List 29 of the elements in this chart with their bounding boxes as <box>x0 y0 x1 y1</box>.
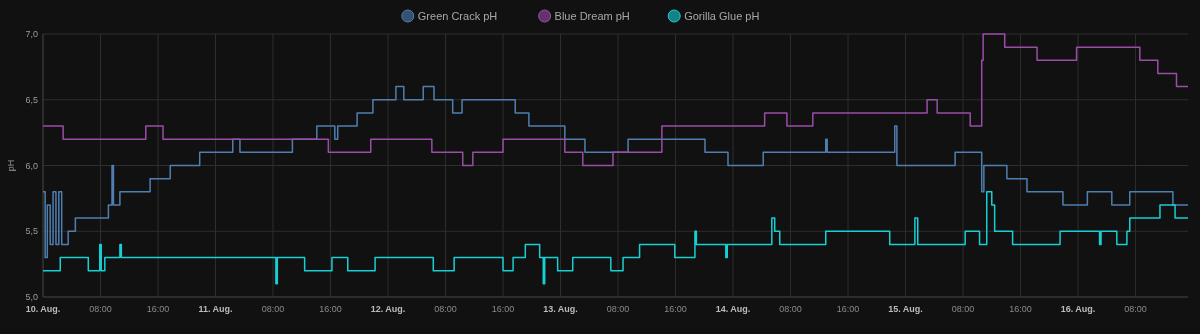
x-tick-label: 14. Aug. <box>715 304 751 314</box>
x-tick-label: 16:00 <box>664 304 687 314</box>
x-tick-label: 12. Aug. <box>370 304 406 314</box>
legend-label: Gorilla Glue pH <box>684 9 760 22</box>
x-tick-label: 10. Aug. <box>25 304 61 314</box>
x-tick-label: 16:00 <box>491 304 515 314</box>
x-tick-label: 11. Aug. <box>198 304 233 314</box>
x-tick-label: 15. Aug. <box>888 304 923 314</box>
x-tick-label: 08:00 <box>1124 304 1147 314</box>
legend-label: Green Crack pH <box>417 9 498 22</box>
y-tick-label: 5,5 <box>25 226 38 237</box>
x-tick-label: 08:00 <box>779 304 802 314</box>
x-tick-label: 08:00 <box>261 304 285 314</box>
x-tick-label: 08:00 <box>434 304 457 314</box>
y-tick-label: 6,0 <box>25 160 38 171</box>
y-axis-title: pH <box>6 159 16 172</box>
x-tick-label: 16. Aug. <box>1060 304 1096 314</box>
x-tick-label: 16:00 <box>1009 304 1032 314</box>
x-tick-label: 13. Aug. <box>543 304 578 314</box>
x-tick-label: 16:00 <box>836 304 860 314</box>
y-tick-label: 6,5 <box>25 94 38 105</box>
x-tick-label: 08:00 <box>951 304 975 314</box>
x-tick-label: 08:00 <box>606 304 630 314</box>
y-tick-label: 5,0 <box>25 292 38 303</box>
y-tick-label: 7,0 <box>25 29 38 40</box>
x-tick-label: 16:00 <box>319 304 342 314</box>
legend-label: Blue Dream pH <box>554 9 630 22</box>
x-tick-label: 08:00 <box>89 304 112 314</box>
x-tick-label: 16:00 <box>146 304 170 314</box>
